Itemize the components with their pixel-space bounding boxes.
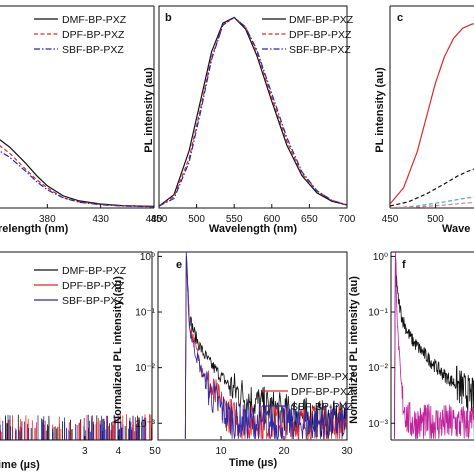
panel-b-x-axis-label: Wavelength (nm) [209, 223, 298, 235]
panel-c-series-0 [390, 23, 474, 205]
panel-d-legend: DMF-BP-PXZ DPF-BP-PXZ SBF-BP-PXZ [34, 265, 127, 307]
panel-f-ytick-label-3: 10⁻³ [368, 419, 388, 430]
panel-e-x-axis-label: Time (µs) [229, 457, 278, 469]
panel-b-xtick-label-4: 650 [301, 214, 318, 225]
legend-e-label-sbf: SBF-BP-PXZ [291, 401, 353, 413]
panel-e-frame [157, 251, 348, 441]
panel-b-series-0 [159, 16, 347, 207]
legend-d-label-sbf: SBF-BP-PXZ [62, 295, 124, 307]
panel-b-plot-area [159, 16, 347, 207]
panel-e-label: e [176, 259, 182, 271]
panel-c-y-axis-label: PL intensity (au) [374, 67, 386, 153]
panel-a-legend: DMF-BP-PXZ DPF-BP-PXZ SBF-BP-PXZ [34, 14, 127, 56]
panel-b-xtick-label-0: 450 [151, 214, 168, 225]
panel-f-label: f [402, 259, 406, 271]
panel-f-y-axis-label: Normalized PL intensity (au) [348, 276, 360, 424]
legend-a-label-dmf: DMF-BP-PXZ [62, 14, 127, 26]
panel-c-plot-area [390, 23, 474, 208]
panel-e-ticks: 0 10 20 30 10⁰ 10⁻¹ 10⁻² 10⁻³ [135, 252, 353, 457]
panel-e-xtick-label-1: 10 [215, 446, 227, 457]
panel-b-frame [158, 5, 348, 209]
panel-c-xtick-label-1: 500 [427, 214, 444, 225]
panel-b-legend: DMF-BP-PXZ DPF-BP-PXZ SBF-BP-PXZ [262, 14, 354, 56]
panel-c-series-1 [390, 168, 474, 207]
panel-e-ytick-label-3: 10⁻³ [135, 419, 155, 430]
panel-e-series-2 [184, 251, 347, 440]
panel-e-y-axis-label: Normalized PL intensity (au) [112, 276, 124, 424]
panel-d-xtick-label-2: 5 [149, 446, 155, 457]
panel-d: 3 4 5 ime (µs) DMF-BP-PXZ DPF-BP-PXZ SBF-B… [0, 251, 155, 471]
panel-e-xtick-label-2: 20 [278, 446, 290, 457]
legend-a-label-sbf: SBF-BP-PXZ [62, 44, 124, 56]
panel-f-ytick-label-0: 10⁰ [373, 252, 388, 263]
panel-f-ticks: 10⁰ 10⁻¹ 10⁻² 10⁻³ [368, 252, 395, 430]
panel-e-ytick-label-0: 10⁰ [140, 252, 155, 263]
panel-f-series-1 [394, 252, 474, 439]
panel-a-plot-area [0, 139, 154, 208]
panel-d-xtick-label-0: 3 [82, 446, 88, 457]
panel-b-x-ticks: 450 500 550 600 650 700 [151, 204, 356, 225]
panel-e-xtick-label-3: 30 [341, 446, 353, 457]
panel-c-label: c [397, 12, 403, 24]
panel-e-xtick-label-0: 0 [155, 446, 161, 457]
panel-a-xtick-label-2: 480 [146, 214, 163, 225]
panel-f: 10⁰ 10⁻¹ 10⁻² 10⁻³ f Normalized PL intensit… [348, 251, 474, 441]
panel-c-xtick-label-0: 450 [382, 214, 399, 225]
panel-f-plot-area [394, 252, 474, 439]
panel-e-ytick-label-2: 10⁻² [135, 363, 155, 374]
legend-b-label-dmf: DMF-BP-PXZ [289, 14, 354, 26]
panel-d-x-ticks: 3 4 5 [82, 436, 155, 457]
panel-d-plot-area [0, 414, 152, 440]
panel-b-xtick-label-2: 550 [226, 214, 243, 225]
panel-e-legend: DMF-BP-PXZ DPF-BP-PXZ SBF-BP-PXZ [262, 371, 356, 413]
legend-e-label-dmf: DMF-BP-PXZ [291, 371, 356, 383]
panel-a-x-axis-label: relength (nm) [0, 223, 69, 235]
legend-e-label-dpf: DPF-BP-PXZ [291, 386, 354, 398]
panel-b-series-1 [159, 16, 347, 207]
panel-a-series-0 [0, 139, 154, 207]
panel-f-series-0 [394, 255, 474, 439]
panel-a-series-2 [0, 150, 154, 208]
panel-b-label: b [165, 12, 172, 24]
panel-a: 380 430 480 relength (nm) DMF-BP-PXZ DPF-B… [0, 5, 163, 235]
panel-b-xtick-label-3: 600 [263, 214, 280, 225]
panel-a-xtick-label-0: 380 [39, 214, 56, 225]
legend-d-label-dmf: DMF-BP-PXZ [62, 265, 127, 277]
legend-b-label-dpf: DPF-BP-PXZ [289, 29, 352, 41]
panel-a-series-1 [0, 145, 154, 208]
panel-e: 0 10 20 30 10⁰ 10⁻¹ 10⁻² 10⁻³ e Time (µs) Norma… [112, 251, 356, 469]
panel-b-xtick-label-5: 700 [339, 214, 356, 225]
legend-d-label-dpf: DPF-BP-PXZ [62, 280, 125, 292]
panel-b-y-axis-label: PL intensity (au) [143, 67, 155, 153]
panel-a-xtick-label-1: 430 [92, 214, 109, 225]
panel-f-ytick-label-1: 10⁻¹ [368, 308, 388, 319]
panel-b-xtick-label-1: 500 [188, 214, 205, 225]
panel-c-series-2 [390, 196, 474, 208]
panel-d-xtick-label-1: 4 [116, 446, 122, 457]
panel-d-series-2 [0, 414, 146, 440]
legend-b-label-sbf: SBF-BP-PXZ [289, 44, 351, 56]
panel-c-x-axis-label: Wave [442, 223, 470, 235]
panel-b: 450 500 550 600 650 700 b Wavelength (nm) PL … [143, 5, 356, 235]
panel-d-x-axis-label: ime (µs) [0, 459, 40, 471]
panel-e-ytick-label-1: 10⁻¹ [135, 308, 155, 319]
panel-c-series-3 [390, 202, 474, 208]
panel-a-x-ticks: 380 430 480 [39, 204, 163, 225]
panel-f-ytick-label-2: 10⁻² [368, 363, 388, 374]
legend-a-label-dpf: DPF-BP-PXZ [62, 29, 125, 41]
panel-b-series-2 [159, 16, 347, 207]
